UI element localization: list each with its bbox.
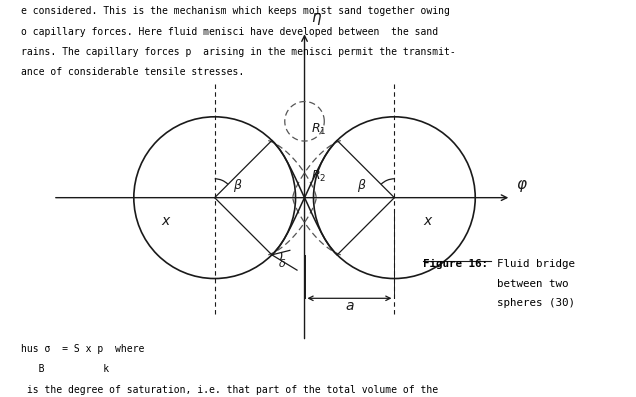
Text: Figure 16:: Figure 16: — [423, 259, 488, 269]
Text: B          k: B k — [22, 364, 109, 374]
Text: $R_1$: $R_1$ — [311, 122, 326, 137]
Text: ance of considerable tensile stresses.: ance of considerable tensile stresses. — [22, 67, 245, 77]
Text: $a$: $a$ — [345, 299, 354, 313]
Text: $x$: $x$ — [423, 214, 434, 227]
Text: $\varphi$: $\varphi$ — [516, 178, 527, 194]
Text: hus σ  = S x p  where: hus σ = S x p where — [22, 344, 145, 354]
Text: o capillary forces. Here fluid menisci have developed between  the sand: o capillary forces. Here fluid menisci h… — [22, 27, 439, 37]
Text: $R_2$: $R_2$ — [311, 169, 326, 184]
Text: rains. The capillary forces p  arising in the menisci permit the transmit-: rains. The capillary forces p arising in… — [22, 47, 456, 57]
Text: $\beta$: $\beta$ — [357, 177, 366, 194]
Text: $\eta$: $\eta$ — [311, 11, 322, 27]
Text: $\delta$: $\delta$ — [278, 257, 286, 270]
Text: is the degree of saturation, i.e. that part of the total volume of the: is the degree of saturation, i.e. that p… — [22, 385, 439, 395]
Text: Fluid bridge: Fluid bridge — [497, 259, 575, 269]
Text: e considered. This is the mechanism which keeps moist sand together owing: e considered. This is the mechanism whic… — [22, 6, 450, 16]
Text: $\beta$: $\beta$ — [233, 177, 242, 194]
Text: $x$: $x$ — [161, 214, 172, 227]
Text: spheres (30): spheres (30) — [497, 298, 575, 308]
Text: between two: between two — [497, 279, 569, 289]
